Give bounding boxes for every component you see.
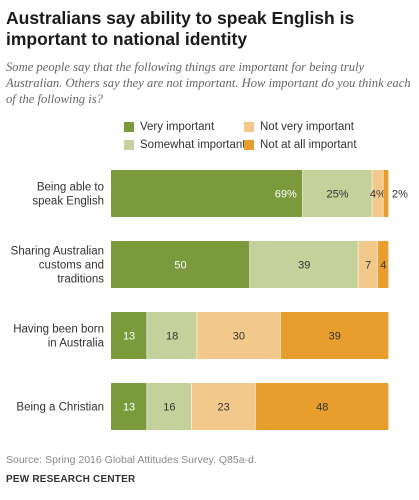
bar-segment (111, 241, 250, 288)
bar-segment (111, 312, 147, 359)
category-label: Being a Christian (16, 402, 104, 414)
bar-segment (358, 241, 378, 288)
data-label: 30 (233, 331, 245, 343)
legend-item-not-very-important: Not very important (244, 120, 354, 134)
bar-segment (377, 241, 389, 288)
legend-item-somewhat-important: Somewhat important (124, 138, 245, 152)
legend-item-very-important: Very important (124, 120, 214, 134)
legend-item-not-at-all-important: Not at all important (244, 138, 357, 152)
data-label: 69% (275, 189, 297, 201)
bar-segment (191, 383, 255, 430)
category-label: Having been born in Australia (13, 324, 104, 350)
data-label: 13 (123, 331, 135, 343)
data-label: 23 (217, 402, 229, 414)
legend-swatch (124, 122, 134, 132)
bar-segment (372, 170, 383, 217)
source-note: Source: Spring 2016 Global Attitudes Sur… (6, 454, 257, 466)
bar-segment (280, 312, 389, 359)
bar-segment (197, 312, 280, 359)
stacked-bar-chart: Being able to speak English 69% 25% 4% 2% Shar… (11, 170, 408, 430)
bar-segment (147, 312, 197, 359)
data-label: 4 (380, 260, 386, 272)
legend-label: Not very important (260, 121, 354, 133)
category-label: Being able to speak English (32, 182, 104, 208)
bar-segment (383, 170, 389, 217)
legend-swatch (244, 140, 254, 150)
data-label: 4% (370, 189, 386, 201)
data-label: 50 (174, 260, 186, 272)
footer-credit: PEW RESEARCH CENTER (6, 474, 136, 485)
legend-swatch (124, 140, 134, 150)
bar-segment (111, 383, 147, 430)
legend-label: Not at all important (260, 139, 357, 151)
data-label: 18 (166, 331, 178, 343)
data-label: 13 (123, 402, 135, 414)
bar-segment (302, 170, 372, 217)
data-label: 2% (392, 189, 408, 201)
bar-segment (255, 383, 389, 430)
bar-segment (147, 383, 192, 430)
legend-label: Very important (140, 121, 215, 133)
category-label: Sharing Australian customs and traditions (11, 246, 105, 286)
bar-segment (250, 241, 358, 288)
data-label: 39 (329, 331, 341, 343)
data-label: 7 (365, 260, 371, 272)
legend-swatch (244, 122, 254, 132)
data-label: 16 (163, 402, 175, 414)
data-label: 25% (327, 189, 349, 201)
chart-subtitle: Some people say that the following thing… (6, 60, 411, 106)
data-label: 39 (298, 260, 310, 272)
chart-title: Australians say ability to speak English… (6, 8, 355, 49)
legend-label: Somewhat important (140, 139, 246, 151)
bar-segment (111, 170, 303, 217)
data-label: 48 (316, 402, 328, 414)
